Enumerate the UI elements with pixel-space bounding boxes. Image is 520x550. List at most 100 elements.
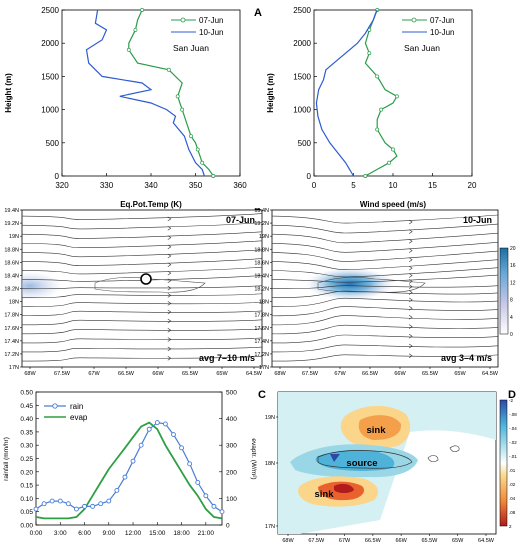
x-tick-label: 330 <box>100 181 114 190</box>
y-axis-ticks: 0 500 1000 1500 2000 2500 <box>293 6 317 181</box>
x-tick-label: 65.5W <box>182 371 199 377</box>
streamline-arrow <box>167 337 172 342</box>
streamline-arrow <box>167 285 172 291</box>
series-07-jun-point <box>375 74 380 79</box>
x-axis-ticks: 68W 67.5W 67W 66.5W 66W 65.5W 65W 64.5W <box>24 367 263 377</box>
y-tick-label: 0.15 <box>20 483 33 490</box>
station-marker <box>140 273 152 285</box>
location-label: San Juan <box>173 43 209 53</box>
y-tick-label: 0.40 <box>20 416 33 423</box>
streamline <box>22 266 262 275</box>
x-tick-label: 65W <box>216 371 228 377</box>
x-tick-label: 20 <box>468 181 477 190</box>
x-tick-label: 6:00 <box>78 530 91 537</box>
y-tick-label: 0.30 <box>20 443 33 450</box>
series-rain-line <box>35 421 223 513</box>
left-axis-ticks: 0.00 0.05 0.10 0.15 0.20 0.25 0.30 0.35 0.40 0.45… <box>20 390 39 530</box>
y-tick-label: 17.8N <box>4 313 19 319</box>
series-rain-point <box>90 503 96 509</box>
series-10-jun-line <box>85 9 205 177</box>
profile-chart-eq-pot-temp: 0 500 1000 1500 2000 2500 320 330 340 350 360 Hei… <box>4 6 247 209</box>
colorbar-tick-label: -.08 <box>509 412 517 417</box>
series-07-jun-point <box>180 107 185 112</box>
colorbar-tick-label: 16 <box>510 263 516 269</box>
y-tick-label: 500 <box>46 139 60 148</box>
streamline <box>22 319 262 326</box>
y-tick-label: 19.2N <box>254 221 269 227</box>
x-axis-ticks: 68W 67.5W 67W 66.5W 66W 65.5W 65W 64.5W <box>282 534 495 544</box>
series-rain-point <box>203 493 209 499</box>
streamline-arrow <box>167 327 172 333</box>
series-lines <box>85 8 216 178</box>
x-tick-label: 5 <box>351 181 356 190</box>
series-rain-point <box>41 501 47 507</box>
y-tick-label: 18.2N <box>4 287 19 293</box>
y-tick-label: 18.6N <box>4 260 19 266</box>
y2-axis-label: evaptr. (W/m²) <box>250 438 257 479</box>
location-label: San Juan <box>404 43 440 53</box>
y-tick-label: 19N <box>9 234 19 240</box>
series-rain-point <box>106 498 112 504</box>
streamline-arrow <box>167 356 172 361</box>
y-tick-label: 0.35 <box>20 429 33 436</box>
series-rain-point <box>49 498 55 504</box>
streamline-arrow <box>167 226 172 231</box>
streamline <box>22 346 262 353</box>
series-rain-point <box>211 503 217 509</box>
streamline-arrow <box>167 346 172 352</box>
x-axis-ticks: 0 5 10 15 20 <box>312 173 477 190</box>
streamline <box>272 274 498 283</box>
streamline-arrow <box>408 324 413 329</box>
x-tick-label: 68W <box>282 538 294 544</box>
x-tick-label: 66.5W <box>362 371 379 377</box>
series-07-jun-point <box>166 67 171 72</box>
series-07-jun-point <box>200 160 205 165</box>
streamline-arrow <box>167 318 172 324</box>
island-outline <box>317 277 426 293</box>
series-07-jun-point <box>391 147 395 152</box>
y-tick-label: 0.20 <box>20 469 33 476</box>
y-tick-label: 0.50 <box>20 390 33 397</box>
streamline <box>272 354 498 362</box>
series-rain-point <box>33 506 39 512</box>
streamline <box>22 275 262 282</box>
colorbar-tick-label: -.01 <box>509 454 517 459</box>
date-label: 07-Jun <box>226 215 255 225</box>
streamline <box>22 328 262 335</box>
y-tick-label: 0.10 <box>20 496 33 503</box>
colorbar: 2 .08 .04 .02 .01 -.01 -.02 -.04 -.08 -2 <box>499 398 517 529</box>
y-tick-label: 18N <box>265 461 275 467</box>
x-tick-label: 66W <box>152 371 164 377</box>
y-tick-label: 17.4N <box>254 339 269 345</box>
streamline-arrow <box>408 229 413 234</box>
streamline <box>22 222 262 230</box>
streamline <box>272 259 498 271</box>
legend: 07-Jun 10-Jun <box>402 16 454 37</box>
streamline-arrow <box>167 309 172 315</box>
streamline <box>22 249 262 258</box>
small-island-outline <box>449 445 460 453</box>
average-wind-label: avg 3–4 m/s <box>441 353 492 363</box>
legend-07-jun: 07-Jun <box>199 16 223 25</box>
streamlines <box>272 214 498 362</box>
x-tick-label: 64.5W <box>246 371 263 377</box>
streamline <box>272 250 498 262</box>
y2-tick-label: 0 <box>226 523 230 530</box>
series-rain-point <box>154 420 160 426</box>
x-axis-label: Eq.Pot.Temp (K) <box>120 200 182 209</box>
y-axis-label: Height (m) <box>4 73 13 113</box>
series-07-jun-point <box>395 94 399 99</box>
series-07-jun-line <box>128 9 214 177</box>
x-tick-label: 10 <box>389 181 398 190</box>
streamline <box>272 306 498 316</box>
colorbar-tick-label: .04 <box>509 496 516 501</box>
island-outline <box>94 277 206 293</box>
y-tick-label: 500 <box>298 139 312 148</box>
x-tick-label: 66.5W <box>365 538 382 544</box>
y-axis-label: Height (m) <box>266 73 275 113</box>
colorbar-tick-label: -.04 <box>509 426 517 431</box>
colorbar-ticks: 0 4 8 12 16 20 <box>510 246 516 338</box>
series-07-jun-point <box>175 94 180 99</box>
y-tick-label: 19.4N <box>254 208 269 214</box>
y-tick-label: 19N <box>259 234 269 240</box>
